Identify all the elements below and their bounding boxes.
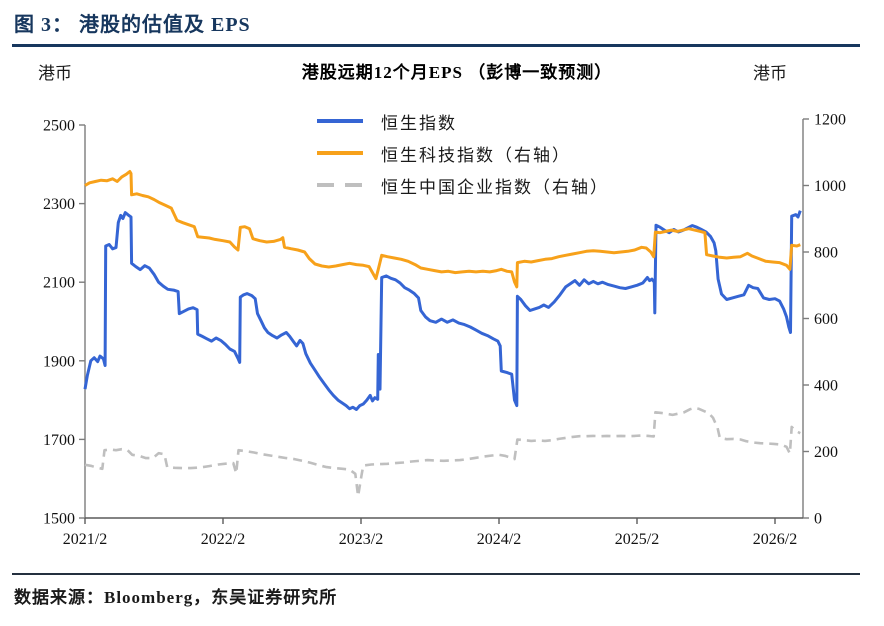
- hang-seng-line-swatch: [317, 119, 363, 123]
- svg-text:400: 400: [814, 378, 838, 395]
- legend-item-hscei-index: 恒生中国企业指数（右轴）: [317, 169, 609, 201]
- right-axis-unit-label: 港币: [753, 64, 787, 83]
- svg-text:2021/2: 2021/2: [63, 531, 107, 548]
- data-source-note: 数据来源：Bloomberg，东吴证券研究所: [14, 588, 338, 607]
- svg-text:1200: 1200: [814, 112, 846, 129]
- svg-text:2025/2: 2025/2: [615, 531, 659, 548]
- svg-text:800: 800: [814, 245, 838, 262]
- hang-seng-tech-line-swatch: [317, 151, 363, 155]
- figure-title: 图 3： 港股的估值及 EPS: [14, 14, 251, 36]
- top-divider: [12, 44, 860, 47]
- svg-text:1700: 1700: [43, 432, 75, 449]
- left-axis-unit-label: 港币: [38, 64, 72, 83]
- svg-text:2100: 2100: [43, 275, 75, 292]
- svg-text:0: 0: [814, 511, 822, 528]
- legend: 恒生指数 恒生科技指数（右轴） 恒生中国企业指数（右轴）: [317, 105, 609, 201]
- svg-text:2500: 2500: [43, 118, 75, 135]
- svg-text:2022/2: 2022/2: [201, 531, 245, 548]
- legend-item-hang-seng-tech-index: 恒生科技指数（右轴）: [317, 137, 609, 169]
- svg-text:2024/2: 2024/2: [477, 531, 521, 548]
- legend-label: 恒生指数: [381, 113, 457, 133]
- bottom-divider: [12, 573, 860, 575]
- svg-text:1500: 1500: [43, 511, 75, 528]
- legend-label: 恒生科技指数（右轴）: [381, 145, 571, 165]
- legend-label: 恒生中国企业指数（右轴）: [381, 177, 609, 197]
- svg-text:2026/2: 2026/2: [753, 531, 797, 548]
- legend-item-hang-seng-index: 恒生指数: [317, 105, 609, 137]
- svg-text:200: 200: [814, 444, 838, 461]
- svg-text:1000: 1000: [814, 178, 846, 195]
- svg-text:2023/2: 2023/2: [339, 531, 383, 548]
- svg-text:600: 600: [814, 311, 838, 328]
- svg-text:1900: 1900: [43, 353, 75, 370]
- chart-title: 港股远期12个月EPS （彭博一致预测）: [301, 63, 613, 82]
- hscei-line-swatch: [317, 183, 363, 187]
- svg-text:2300: 2300: [43, 196, 75, 213]
